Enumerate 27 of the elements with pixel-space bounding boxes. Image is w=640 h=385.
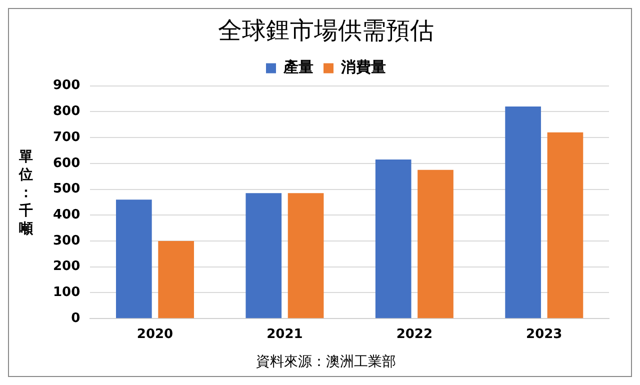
source-note: 資料來源：澳洲工業部 bbox=[256, 354, 396, 370]
chart-title: 全球鋰市場供需預估 bbox=[218, 16, 434, 45]
bar bbox=[375, 160, 412, 318]
bar bbox=[246, 193, 282, 318]
x-tick-label: 2022 bbox=[396, 326, 433, 342]
bar bbox=[547, 132, 584, 318]
y-tick-label: 500 bbox=[52, 182, 80, 197]
bar bbox=[116, 200, 152, 318]
x-tick-label: 2020 bbox=[136, 326, 174, 342]
legend-label: 產量 bbox=[282, 58, 314, 76]
y-tick-label: 400 bbox=[52, 208, 80, 223]
y-tick-label: 900 bbox=[52, 78, 80, 94]
bar bbox=[505, 106, 541, 318]
y-tick-label: 300 bbox=[52, 233, 80, 248]
y-axis-title: 單位：千噸 bbox=[19, 148, 33, 238]
y-tick-label: 700 bbox=[52, 130, 80, 145]
bar bbox=[158, 241, 194, 318]
legend-label: 消費量 bbox=[340, 58, 386, 76]
y-tick-label: 800 bbox=[52, 104, 80, 120]
y-tick-label: 600 bbox=[52, 156, 80, 171]
bar bbox=[418, 170, 454, 318]
y-tick-label: 0 bbox=[71, 310, 80, 326]
y-tick-label: 200 bbox=[52, 259, 80, 274]
y-tick-label: 100 bbox=[52, 285, 80, 300]
bar bbox=[288, 193, 324, 318]
x-tick-label: 2021 bbox=[266, 326, 303, 342]
x-tick-label: 2023 bbox=[526, 326, 562, 342]
